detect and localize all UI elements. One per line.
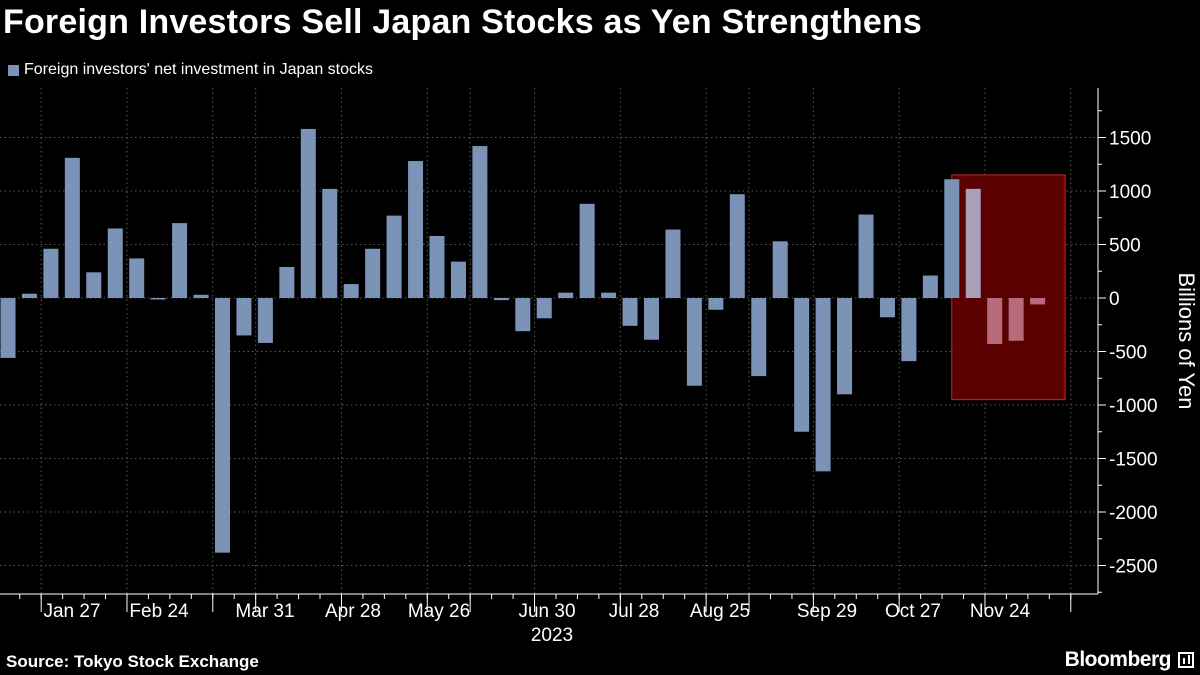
x-tick-label: Mar 31 (235, 601, 294, 622)
grid (0, 88, 1097, 594)
bar (0, 298, 16, 358)
bar (708, 298, 724, 310)
bar (837, 298, 853, 395)
bar (172, 223, 188, 298)
bar (665, 229, 681, 298)
bar (879, 298, 895, 318)
bar (429, 235, 445, 298)
bar (922, 275, 938, 298)
brand-name: Bloomberg (1064, 648, 1172, 671)
bar (150, 298, 166, 300)
bar (279, 266, 295, 298)
bar (322, 188, 338, 298)
bar (236, 298, 252, 336)
bar (107, 228, 123, 298)
x-tick-label: Nov 24 (970, 601, 1031, 622)
bars (0, 128, 1046, 553)
legend: Foreign investors' net investment in Jap… (8, 61, 373, 79)
bar (751, 298, 767, 377)
bar (965, 188, 981, 298)
x-year-label: 2023 (531, 625, 573, 646)
x-tick-label: Aug 25 (690, 601, 750, 622)
bar (86, 272, 102, 298)
y-tick-label: 500 (1109, 236, 1141, 257)
x-tick-label: Jun 30 (518, 601, 575, 622)
bar (43, 248, 59, 298)
y-tick-label: 1500 (1109, 129, 1151, 150)
bar (64, 157, 80, 298)
bar (815, 298, 831, 472)
bar (343, 284, 359, 298)
bar (772, 241, 788, 298)
x-tick-label: Sep 29 (797, 601, 857, 622)
bar (987, 298, 1003, 345)
bar (450, 261, 466, 298)
source-note: Source: Tokyo Stock Exchange (6, 652, 259, 671)
legend-label: Foreign investors' net investment in Jap… (24, 61, 373, 78)
brand-logo: Bloomberg (1065, 648, 1194, 672)
y-tick-label: -1000 (1109, 396, 1158, 417)
x-tick-label: Feb 24 (129, 601, 189, 622)
bar (729, 194, 745, 298)
bar (622, 298, 638, 326)
bar (558, 292, 574, 298)
legend-swatch (8, 64, 19, 76)
y-tick-label: 0 (1109, 289, 1120, 310)
x-tick-label: Jul 28 (609, 601, 660, 622)
bar-chart-icon (1178, 652, 1194, 668)
bar (644, 298, 659, 340)
x-tick-label: Apr 28 (325, 601, 381, 622)
x-tick-label: Oct 27 (885, 601, 941, 622)
bar (536, 298, 552, 319)
bar (1030, 298, 1046, 305)
bar (215, 298, 230, 553)
bar (944, 179, 960, 298)
bar (579, 203, 595, 298)
bar (794, 298, 810, 432)
bar (408, 161, 424, 298)
bar (365, 248, 381, 298)
y-tick-label: -500 (1109, 343, 1147, 364)
bar (686, 298, 702, 386)
bar (129, 258, 145, 298)
bar (1008, 298, 1024, 341)
axes: 1500 1000 500 0 -500 -1000 -1500 -2000 -2500 Jan … (0, 88, 1158, 646)
bar (493, 298, 509, 301)
y-tick-label: -1500 (1109, 450, 1158, 471)
y-tick-label: -2500 (1109, 557, 1158, 578)
bar (472, 146, 488, 298)
x-tick-label: Jan 27 (43, 601, 100, 622)
bar (193, 294, 209, 298)
bar (21, 293, 37, 298)
chart-title: Foreign Investors Sell Japan Stocks as Y… (3, 3, 923, 41)
bar (257, 298, 273, 343)
bar (601, 292, 617, 298)
bar (858, 214, 874, 298)
bar (300, 128, 316, 298)
bar (386, 215, 402, 298)
bar (515, 298, 531, 332)
y-axis-label: Billions of Yen (1174, 272, 1199, 410)
y-tick-label: 1000 (1109, 182, 1151, 203)
y-tick-label: -2000 (1109, 503, 1158, 524)
bar (901, 298, 917, 362)
x-tick-label: May 26 (408, 601, 470, 622)
